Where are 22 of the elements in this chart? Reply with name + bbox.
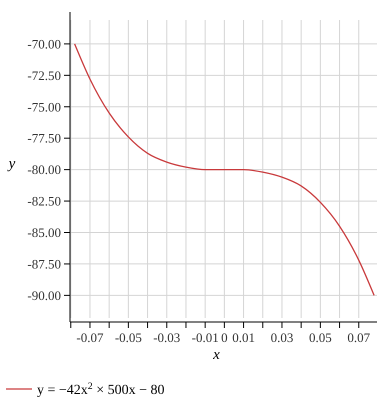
y-tick-label: -80.00 (27, 162, 61, 178)
line-series (74, 43, 375, 296)
y-tick-label: -75.00 (27, 99, 61, 114)
y-tick-label: -82.50 (27, 194, 61, 209)
y-tick-label: -70.00 (27, 36, 61, 52)
x-tick-label: 0 (221, 330, 228, 345)
legend-label: y = −42x$^{2}$ × 500x − 80 (37, 380, 164, 398)
y-tick-label: -72.50 (27, 68, 61, 83)
x-tick-label: -0.05 (114, 330, 142, 345)
x-tick-label: -0.01 (192, 330, 219, 345)
y-tick-label: -77.50 (27, 130, 61, 146)
x-tick-label: 0.07 (347, 330, 371, 345)
x-tick-label: -0.07 (76, 330, 104, 345)
x-tick-label: -0.03 (153, 330, 180, 345)
x-tick-label: 0.03 (270, 330, 294, 345)
x-tick-label: 0.05 (308, 330, 332, 345)
x-axis-title: x (212, 347, 220, 363)
y-tick-label: -90.00 (27, 288, 61, 303)
x-tick-label: 0.01 (232, 330, 255, 345)
y-tick-label: -87.50 (27, 256, 61, 272)
y-tick-label: -85.00 (27, 225, 61, 240)
y-axis-title: y (6, 156, 16, 172)
